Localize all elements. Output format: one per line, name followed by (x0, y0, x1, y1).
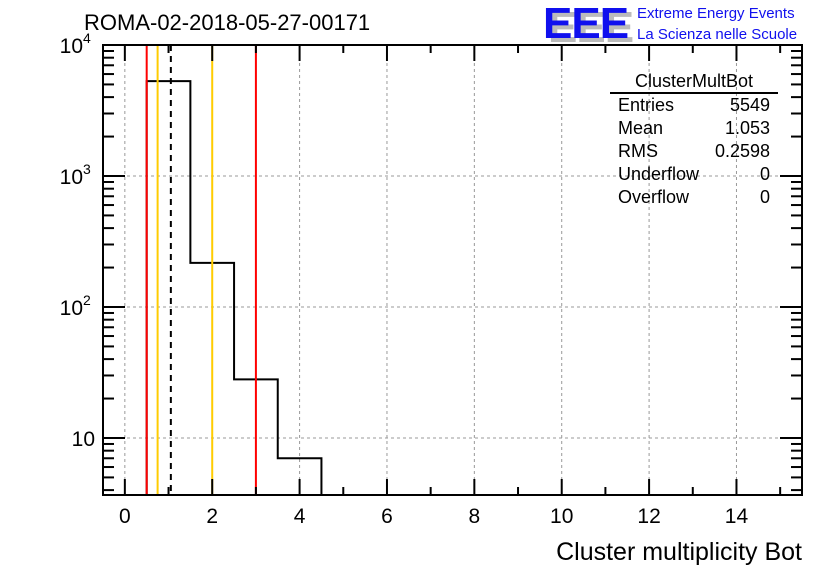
stats-row-entries: Entries 5549 (610, 94, 778, 117)
stats-row-underflow: Underflow 0 (610, 163, 778, 186)
stats-value: 0 (759, 187, 770, 207)
plot-title: ROMA-02-2018-05-27-00171 (84, 10, 371, 35)
x-tick-label: 10 (550, 505, 573, 528)
x-tick-label: 2 (206, 505, 218, 528)
stats-row-rms: RMS 0.2598 (610, 140, 778, 163)
y-tick-label: 10 (72, 428, 95, 451)
histogram-bin (147, 81, 191, 495)
stats-label: Underflow (618, 164, 700, 184)
y-tick-exponent: 3 (83, 161, 91, 177)
stats-value: 1.053 (724, 118, 770, 138)
x-tick-label: 0 (119, 505, 131, 528)
stats-label: Entries (618, 95, 675, 115)
x-axis-label: Cluster multiplicity Bot (556, 538, 802, 566)
stats-label: Overflow (618, 187, 690, 207)
y-tick-label: 10 (60, 35, 83, 58)
x-tick-label: 14 (725, 505, 749, 528)
stats-value: 0.2598 (714, 141, 770, 161)
histogram-outline (145, 80, 323, 495)
stats-label: Mean (618, 118, 664, 138)
x-tick-label: 4 (294, 505, 306, 528)
stats-row-mean: Mean 1.053 (610, 117, 778, 140)
stats-value: 5549 (729, 95, 770, 115)
stats-row-overflow: Overflow 0 (610, 186, 778, 209)
plot-frame (102, 44, 803, 496)
stats-box: ClusterMultBot Entries 5549 Mean 1.053 RMS… (610, 71, 778, 209)
y-tick-label: 10 (60, 297, 83, 320)
y-tick-exponent: 4 (83, 30, 91, 46)
x-tick-label: 6 (381, 505, 393, 528)
logo-line-1: Extreme Energy Events (637, 5, 795, 22)
stats-label: RMS (618, 141, 658, 161)
stats-name: ClusterMultBot (610, 71, 778, 94)
x-tick-label: 12 (637, 505, 660, 528)
y-tick-label: 10 (60, 166, 83, 189)
stats-value: 0 (759, 164, 770, 184)
x-tick-label: 8 (469, 505, 481, 528)
logo-mark: EEE (543, 0, 629, 48)
y-tick-exponent: 2 (83, 292, 91, 308)
logo-line-2: La Scienza nelle Scuole (637, 26, 798, 43)
